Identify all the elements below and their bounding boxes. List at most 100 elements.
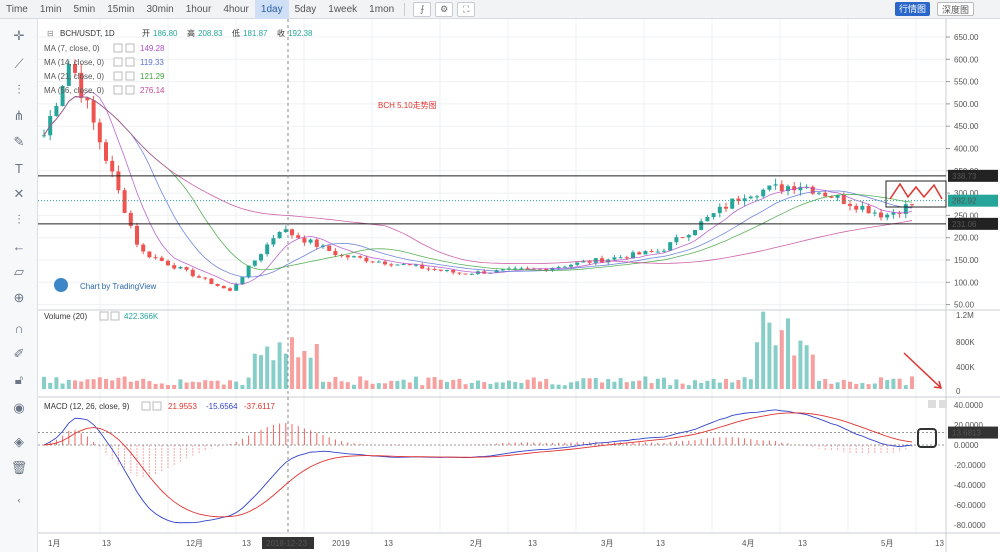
candle-body (643, 251, 648, 255)
time-tick-label: 2019 (332, 539, 350, 548)
candle-body (550, 267, 555, 271)
volume-close-icon[interactable] (110, 311, 120, 321)
volume-bar (389, 380, 394, 389)
lock-icon[interactable]: 🔓︎ (14, 372, 24, 387)
collapse-arrow-icon[interactable]: ‹ (17, 495, 21, 505)
volume-bar (252, 353, 257, 389)
candle-body (345, 255, 350, 258)
eye-icon[interactable]: ◉ (13, 400, 25, 415)
timeframe-30min[interactable]: 30min (146, 3, 174, 15)
tradingview-watermark: Chart by TradingView (54, 278, 157, 292)
ma-label: MA (14, close, 0) (44, 58, 104, 67)
horizontal-line-icon[interactable]: ⫶ (17, 82, 21, 97)
magnet-icon[interactable]: ∩ (14, 320, 24, 336)
brush-icon[interactable]: ✎ (13, 134, 25, 149)
zoom-in-icon[interactable]: ⊕ (13, 290, 25, 305)
drawing-toolbar: ✛ ⟋ ⫶ ⋔ ✎ T ✕ ⫶ ← ▱ ⊕ ∩ ✐ 🔓︎ ◉ ◈ 🗑︎ ‹ (0, 19, 38, 552)
indicator-icon[interactable]: ⨍ (413, 1, 432, 17)
pane-down-icon[interactable] (939, 400, 947, 408)
timeframe-1hour[interactable]: 1hour (185, 3, 212, 15)
pattern-icon[interactable]: ✕ (13, 186, 25, 201)
tradingview-logo-icon (54, 278, 68, 292)
crosshair-icon[interactable]: ✛ (13, 28, 25, 43)
ma-close-icon[interactable] (125, 85, 135, 95)
volume-bar (538, 381, 542, 389)
depth-chart-button[interactable]: 深度图 (937, 2, 975, 16)
timeframe-5min[interactable]: 5min (73, 3, 96, 15)
ma-visibility-icon[interactable] (113, 43, 123, 53)
timeframe-time[interactable]: Time (6, 3, 28, 15)
text-tool-icon[interactable]: T (15, 160, 23, 176)
volume-bar (854, 383, 859, 389)
candle-body (203, 277, 208, 279)
volume-bar (556, 384, 561, 389)
candle-body (711, 213, 716, 218)
price-tick-label: 650.00 (954, 33, 979, 42)
kline-chart-button[interactable]: 行情图 (895, 2, 931, 16)
macd-visibility-icon[interactable] (141, 401, 151, 411)
volume-bar (172, 384, 177, 389)
back-arrow-icon[interactable]: ← (12, 238, 26, 254)
layers-icon[interactable]: ◈ (14, 434, 24, 449)
candle-body (575, 262, 580, 265)
collapse-icon[interactable]: ⊟ (47, 29, 54, 38)
volume-bar (457, 378, 462, 389)
lock-drawing-icon[interactable]: ✐ (13, 346, 25, 361)
price-pane[interactable] (38, 19, 947, 533)
timeframe-1day[interactable]: 1day (254, 0, 289, 19)
volume-title: Volume (20) (44, 312, 87, 321)
candle-body (240, 277, 245, 285)
trend-line-icon[interactable]: ⟋ (14, 56, 24, 71)
volume-bar (761, 311, 766, 389)
fullscreen-icon[interactable]: ⛶ (457, 1, 476, 17)
ma-visibility-icon[interactable] (113, 85, 123, 95)
macd-pane[interactable] (38, 409, 946, 524)
price-axis[interactable]: 650.00600.00550.00500.00450.00400.00350.… (946, 33, 998, 530)
volume-bar (463, 384, 468, 389)
ma-visibility-icon[interactable] (113, 71, 123, 81)
volume-pane[interactable] (42, 311, 914, 389)
support-price-label: 231.06 (952, 220, 977, 229)
timeframe-1min[interactable]: 1min (39, 3, 62, 15)
volume-bar (209, 380, 214, 389)
timeframe-1week[interactable]: 1week (328, 3, 358, 15)
ma-close-icon[interactable] (125, 71, 135, 81)
pattern-box[interactable] (885, 180, 947, 208)
settings-icon[interactable]: ⚙ (435, 1, 454, 17)
ma-visibility-icon[interactable] (113, 57, 123, 67)
candle-body (358, 256, 363, 258)
pane-up-icon[interactable] (928, 400, 936, 408)
volume-bar (376, 383, 381, 389)
timeframe-1mon[interactable]: 1mon (369, 3, 395, 15)
macd-close-icon[interactable] (152, 401, 162, 411)
ohlc-label: 收 (277, 28, 285, 38)
volume-bar (655, 378, 660, 389)
volume-bar (649, 383, 654, 389)
volume-visibility-icon[interactable] (99, 311, 109, 321)
candle-body (618, 257, 623, 259)
candle-body (637, 252, 642, 255)
timeframe-5day[interactable]: 5day (294, 3, 317, 15)
fork-icon[interactable]: ⋔ (13, 108, 25, 123)
macd-value: -37.6117 (244, 402, 276, 411)
timeframe-4hour[interactable]: 4hour (223, 3, 249, 15)
time-tick-label: 2月 (470, 539, 482, 548)
volume-bar (290, 337, 294, 389)
volume-bar (662, 377, 666, 389)
ma-close-icon[interactable] (125, 57, 135, 67)
timeframe-15min[interactable]: 15min (107, 3, 135, 15)
time-axis[interactable]: 1月 13 12月 13 2018-12-23 2019 13 2月 13 3月 13 4月 13 5月 1… (48, 537, 944, 549)
price-tick-label: 100.00 (954, 278, 979, 287)
volume-bar (624, 382, 629, 389)
fibonacci-icon[interactable]: ⫶ (17, 212, 21, 227)
ruler-icon[interactable]: ▱ (14, 264, 24, 279)
ma-line-14 (43, 96, 913, 278)
chart-canvas[interactable]: BCH/USDT, 1D ⊟ 开 186.80 高 208.83 低 181.87 收 192… (38, 19, 1000, 552)
volume-bar (166, 385, 170, 389)
ma-close-icon[interactable] (125, 43, 135, 53)
volume-bar (395, 380, 400, 389)
candle-body (829, 196, 834, 198)
volume-bar (717, 382, 722, 389)
trash-icon[interactable]: 🗑︎ (10, 460, 28, 475)
volume-bar (879, 377, 883, 389)
